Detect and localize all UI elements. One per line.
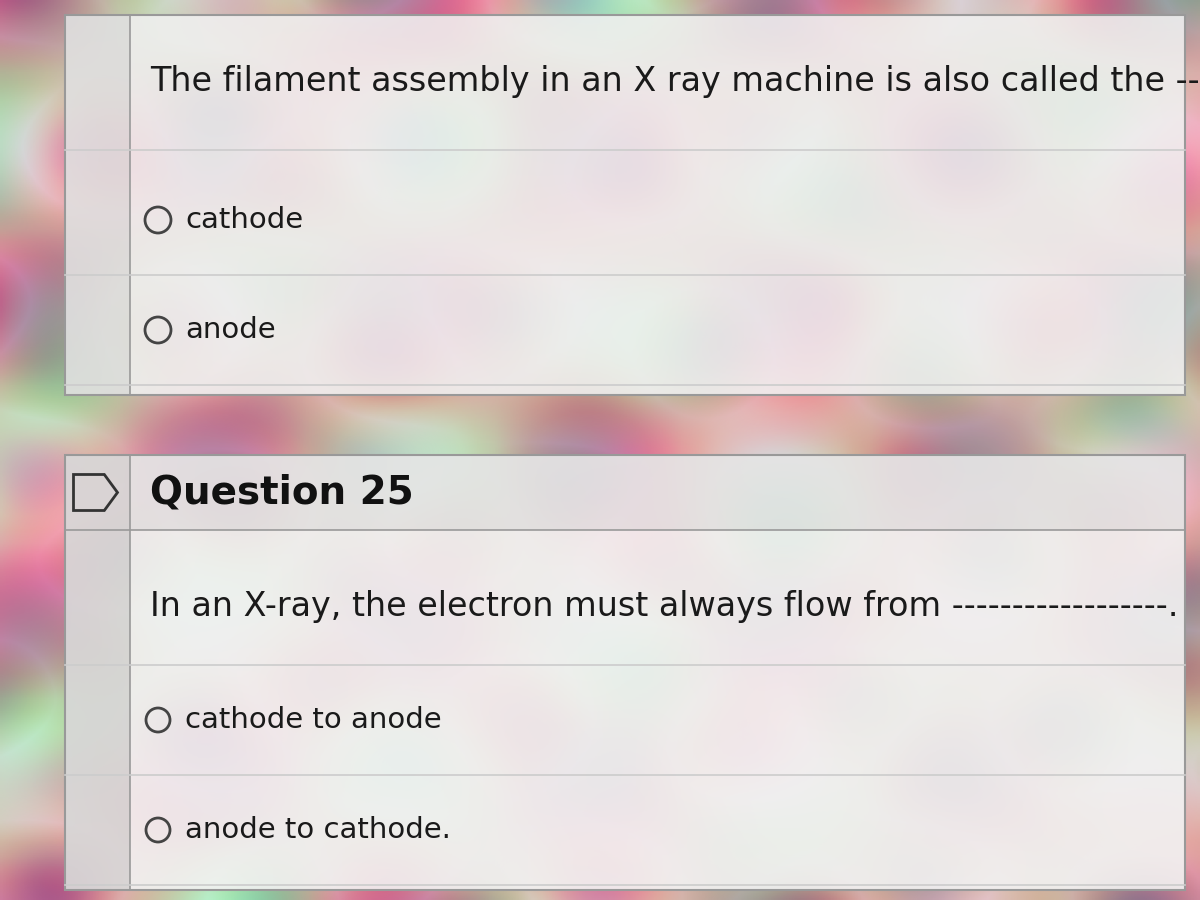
Text: cathode to anode: cathode to anode [185, 706, 442, 734]
Text: Question 25: Question 25 [150, 473, 414, 511]
Bar [130, 455, 1186, 530]
Bar [130, 530, 1186, 890]
Text: The filament assembly in an X ray machine is also called the ----------.: The filament assembly in an X ray machin… [150, 65, 1200, 98]
Text: anode: anode [185, 316, 276, 344]
Text: In an X-ray, the electron must always flow from ------------------.: In an X-ray, the electron must always fl… [150, 590, 1178, 623]
Bar [65, 15, 130, 395]
Bar [65, 455, 1186, 890]
Bar [65, 455, 130, 890]
Text: cathode: cathode [185, 206, 304, 234]
Text: anode to cathode.: anode to cathode. [185, 816, 451, 844]
Bar [130, 15, 1186, 395]
Bar [65, 15, 1186, 395]
